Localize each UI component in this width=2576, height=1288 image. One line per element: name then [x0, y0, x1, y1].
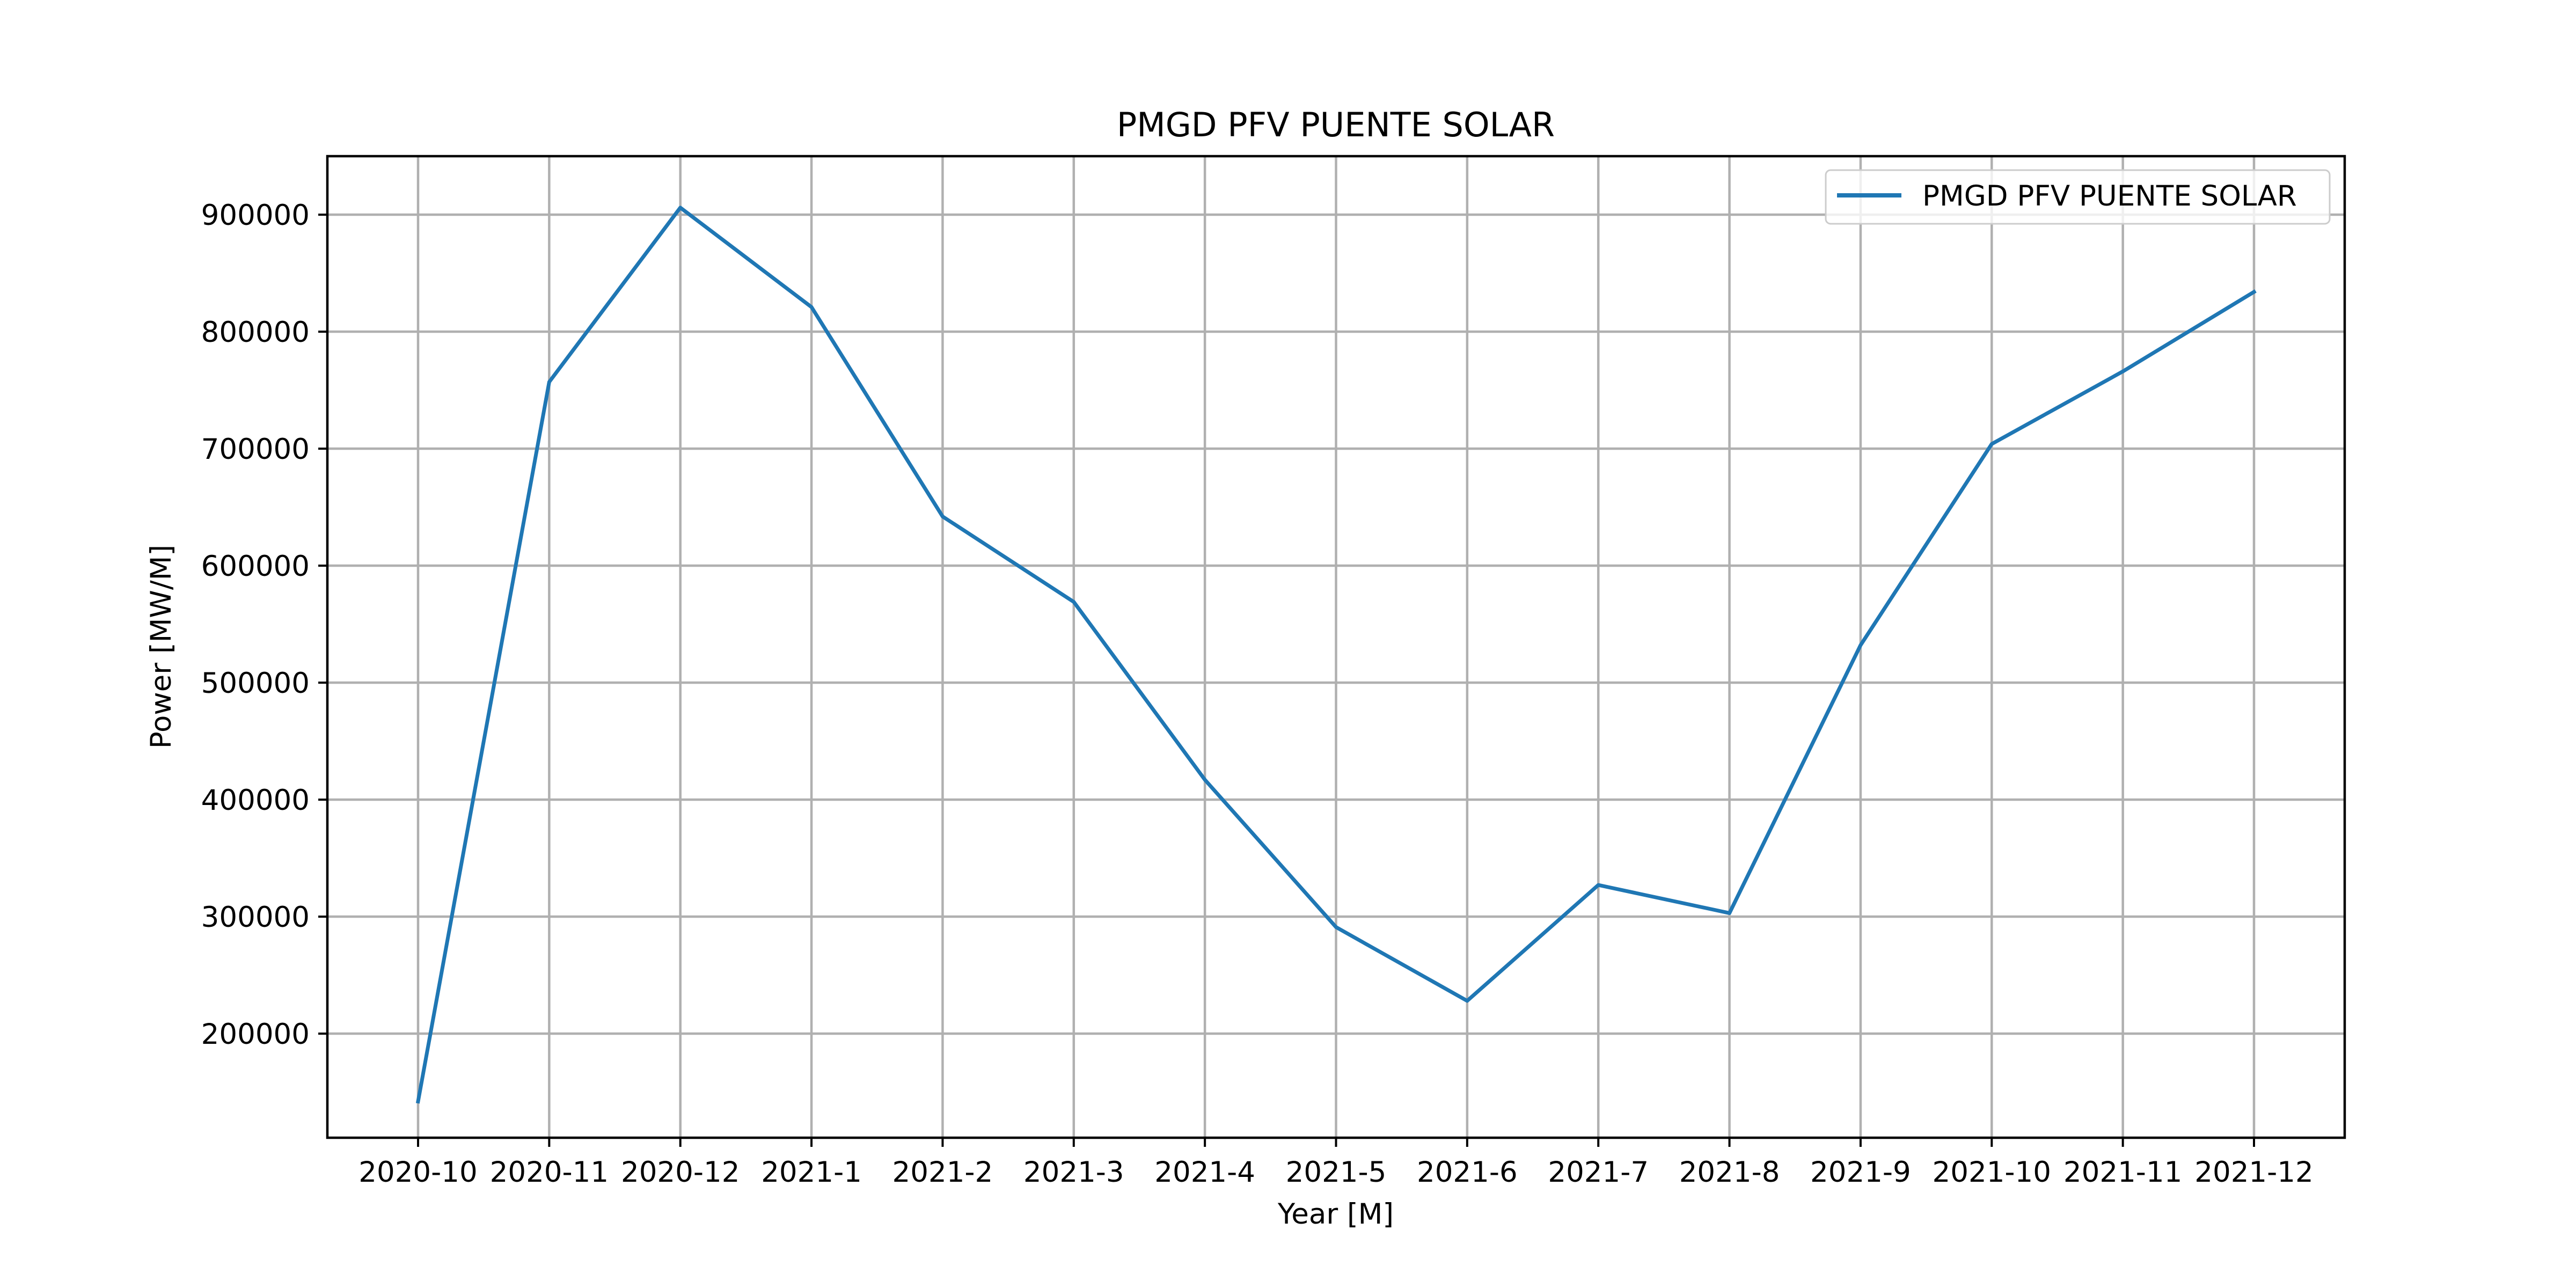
ticks: 2020-10 2020-11 2020-12 2021-1 2021-2 2021-3 2…: [201, 199, 2314, 1189]
x-tick-label: 2021-8: [1679, 1156, 1780, 1189]
x-tick-label: 2021-2: [892, 1156, 993, 1189]
chart-title: PMGD PFV PUENTE SOLAR: [1117, 105, 1555, 144]
x-tick-label: 2020-12: [621, 1156, 740, 1189]
y-tick-label: 800000: [201, 316, 310, 349]
legend-box: [1825, 169, 2331, 225]
y-tick-label: 900000: [201, 199, 310, 232]
x-tick-label: 2021-10: [1933, 1156, 2051, 1189]
x-tick-label: 2021-3: [1023, 1156, 1124, 1189]
y-tick-label: 600000: [201, 550, 310, 583]
plot-frame: [326, 155, 2346, 1139]
x-tick-label: 2021-11: [2063, 1156, 2182, 1189]
x-axis-label: Year [M]: [1277, 1198, 1394, 1231]
x-tick-label: 2021-5: [1286, 1156, 1387, 1189]
y-tick-label: 400000: [201, 784, 310, 817]
x-tick-label: 2020-11: [490, 1156, 609, 1189]
series-layer: [415, 206, 2257, 1104]
x-tick-label: 2020-10: [358, 1156, 477, 1189]
x-tick-label: 2021-12: [2194, 1156, 2313, 1189]
x-tick-label: 2021-9: [1810, 1156, 1911, 1189]
y-tick-label: 300000: [201, 901, 310, 934]
legend: PMGD PFV PUENTE SOLAR: [1825, 169, 2331, 225]
legend-label: PMGD PFV PUENTE SOLAR: [1922, 180, 2297, 213]
x-tick-label: 2021-4: [1154, 1156, 1255, 1189]
x-tick-label: 2021-6: [1417, 1156, 1518, 1189]
y-axis-label: Power [MW/M]: [145, 545, 178, 749]
grid: [327, 156, 2345, 1138]
x-tick-label: 2021-7: [1548, 1156, 1649, 1189]
x-tick-label: 2021-1: [761, 1156, 862, 1189]
y-tick-label: 500000: [201, 667, 310, 700]
y-tick-label: 700000: [201, 433, 310, 466]
y-tick-label: 200000: [201, 1018, 310, 1051]
